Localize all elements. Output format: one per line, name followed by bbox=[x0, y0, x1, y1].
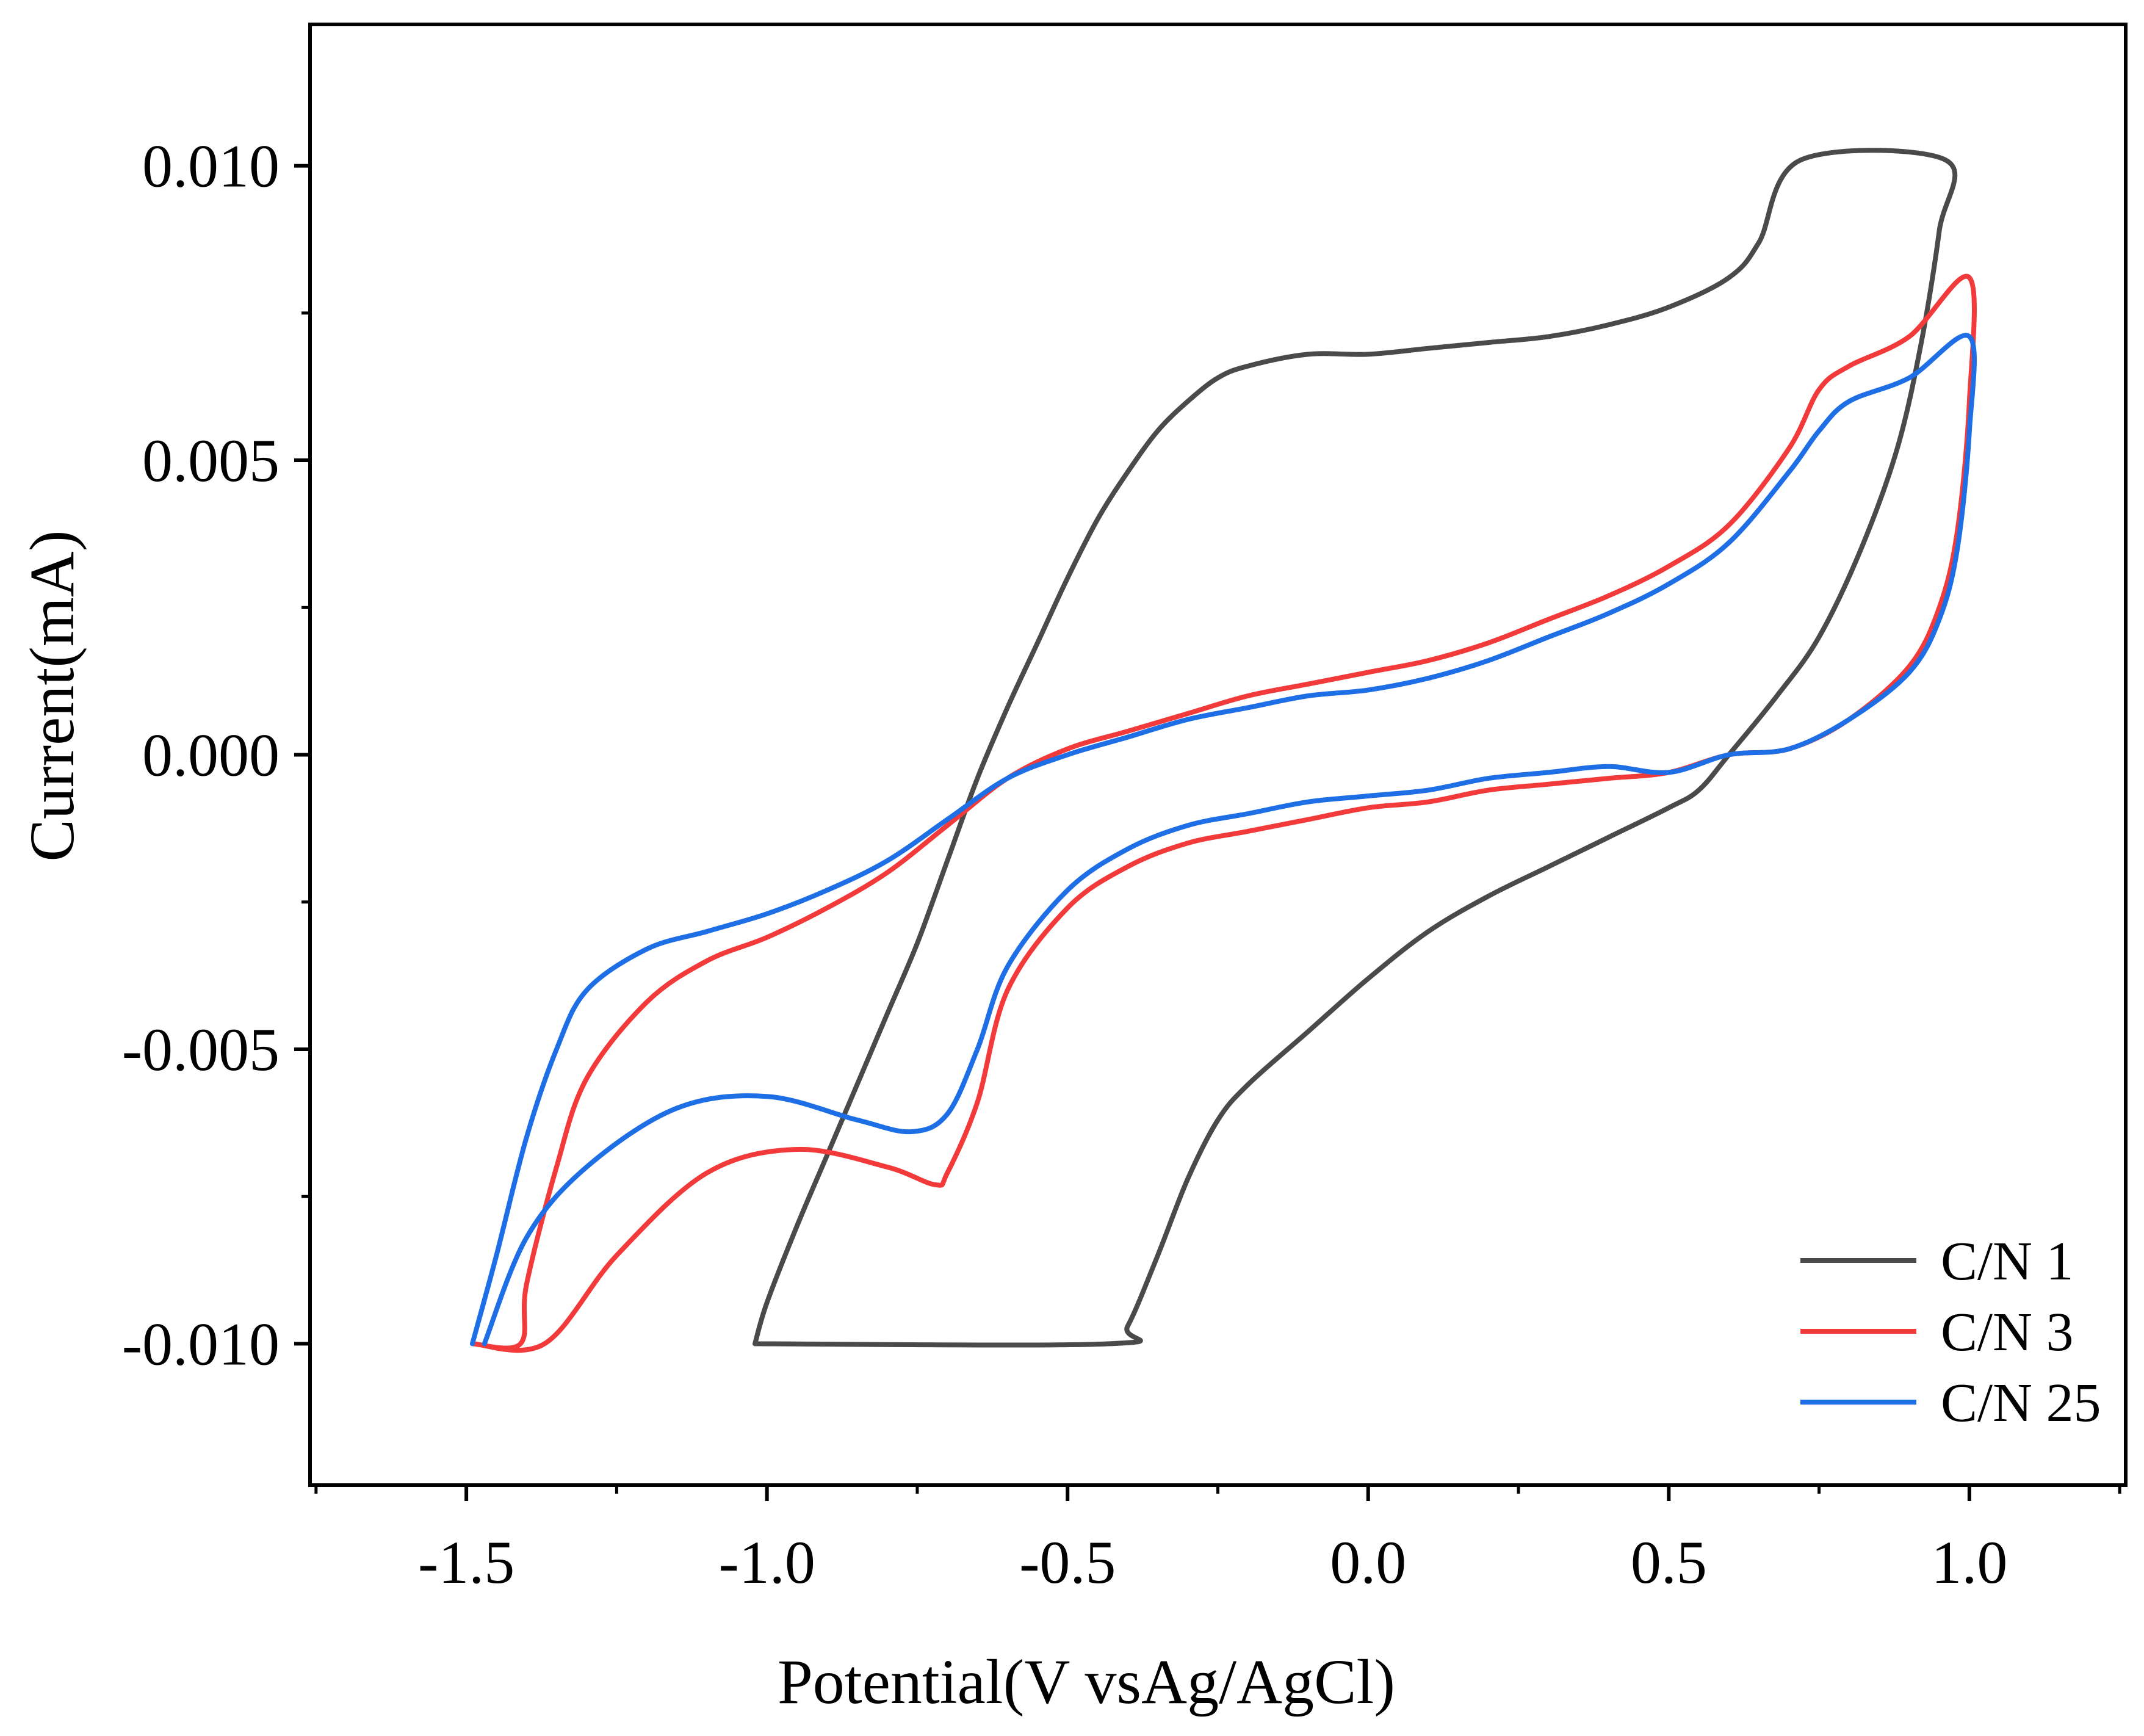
legend: C/N 1 C/N 3 C/N 25 bbox=[1800, 1231, 2101, 1433]
plot-area-frame bbox=[308, 23, 2128, 1487]
series-layer bbox=[470, 148, 1977, 1353]
y-tick-label: 0.000 bbox=[142, 722, 280, 789]
x-axis-ticks: -1.5 -1.0 -0.5 0.0 0.5 1.0 bbox=[314, 1485, 2121, 1596]
y-tick-label: 0.010 bbox=[142, 132, 280, 200]
y-axis-ticks: -0.010 -0.005 0.000 0.005 0.010 bbox=[122, 132, 310, 1378]
x-tick-label: 0.5 bbox=[1631, 1528, 1707, 1596]
x-tick-label: -1.0 bbox=[719, 1528, 815, 1596]
x-tick-label: -0.5 bbox=[1019, 1528, 1116, 1596]
series-line-1 bbox=[753, 148, 1958, 1348]
legend-label: C/N 3 bbox=[1941, 1302, 2074, 1362]
x-axis-title: Potential(V vsAg/AgCl) bbox=[778, 1647, 1395, 1717]
legend-label: C/N 25 bbox=[1941, 1373, 2101, 1433]
series-line-3 bbox=[470, 333, 1977, 1347]
y-tick-label: -0.005 bbox=[122, 1016, 280, 1083]
y-tick-label: -0.010 bbox=[122, 1310, 280, 1378]
x-tick-label: -1.5 bbox=[418, 1528, 514, 1596]
x-tick-label: 1.0 bbox=[1931, 1528, 2007, 1596]
legend-label: C/N 1 bbox=[1941, 1231, 2074, 1292]
y-tick-label: 0.005 bbox=[142, 427, 280, 494]
y-axis-title: Current(mA) bbox=[17, 530, 87, 862]
x-tick-label: 0.0 bbox=[1330, 1528, 1406, 1596]
series-line-2 bbox=[470, 273, 1977, 1353]
